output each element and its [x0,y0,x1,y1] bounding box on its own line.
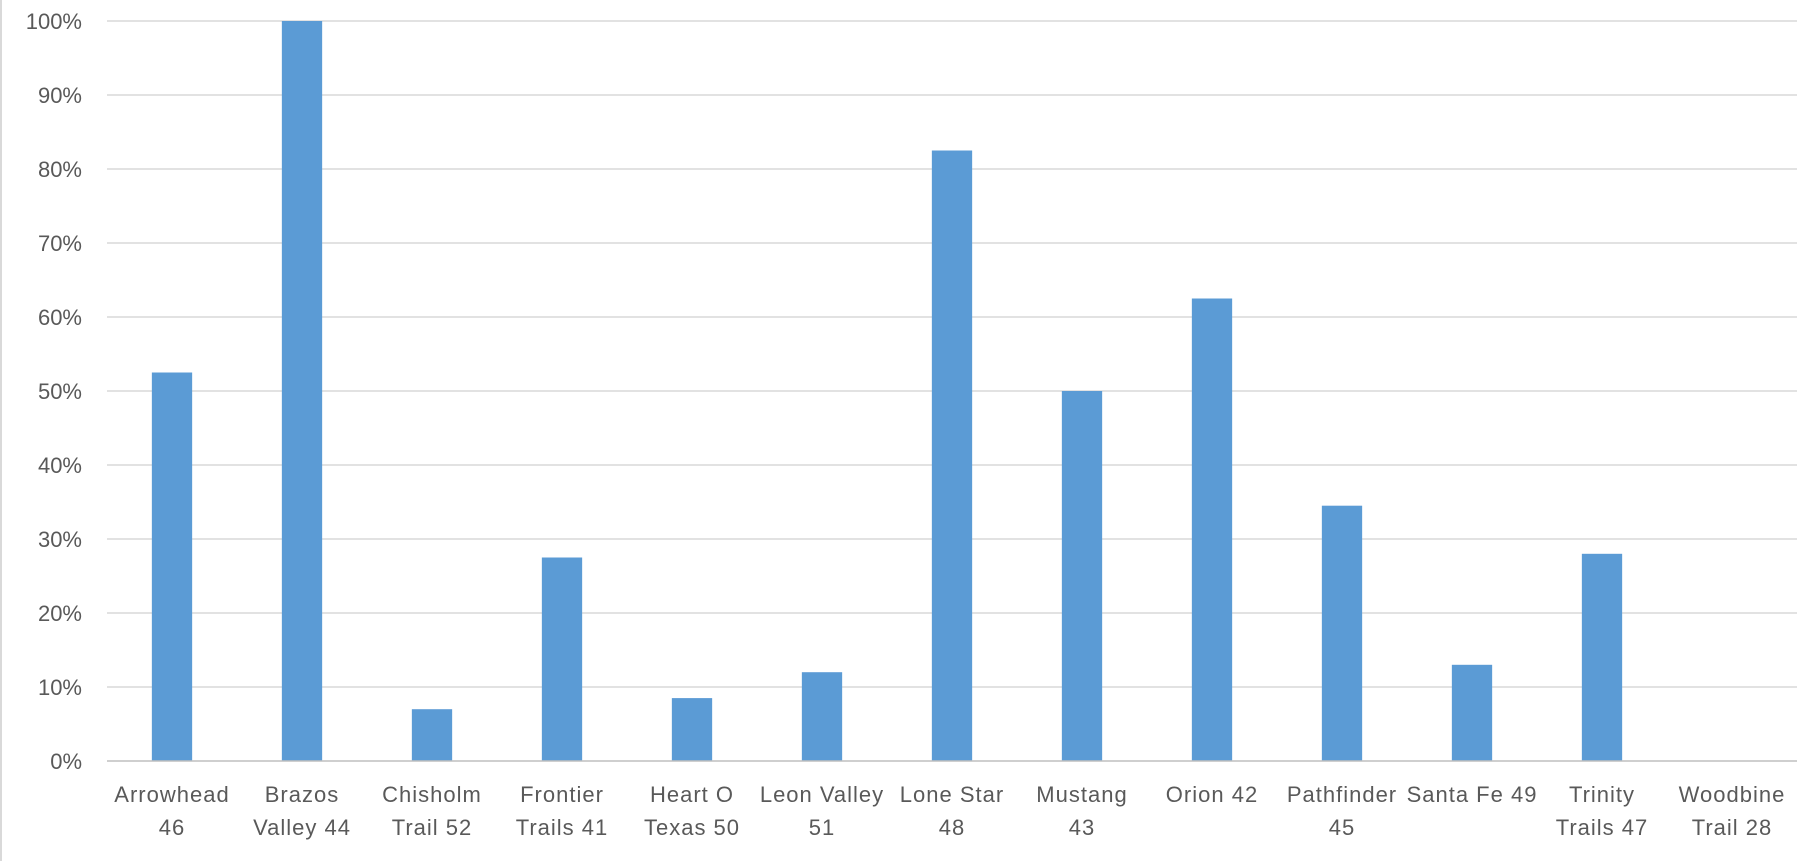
y-axis-tick-labels: 0% 10% 20% 30% 40% 50% 60% 70% 80% 90% 100% [26,9,82,774]
x-tick-label: 46 [159,815,185,840]
x-tick-label: Heart O [650,782,734,807]
x-tick-label: Lone Star [900,782,1004,807]
bar [1451,664,1493,761]
bar [671,698,713,761]
x-tick-label: Pathfinder [1287,782,1397,807]
y-tick-label: 30% [38,527,82,552]
bar [151,372,193,761]
x-tick-label: Texas 50 [644,815,740,840]
x-tick-label: 43 [1069,815,1095,840]
x-tick-label: Trinity [1569,782,1635,807]
bar [541,557,583,761]
x-tick-label: Valley 44 [253,815,351,840]
x-tick-label: Chisholm [382,782,482,807]
x-tick-label: Woodbine [1679,782,1786,807]
bar [1581,553,1623,761]
bar [411,709,453,761]
y-tick-label: 80% [38,157,82,182]
x-tick-label: Santa Fe 49 [1407,782,1538,807]
x-tick-label: 48 [939,815,965,840]
bar [281,21,323,761]
y-tick-label: 70% [38,231,82,256]
bar [1321,505,1363,761]
x-axis-tick-labels: Arrowhead 46 Brazos Valley 44 Chisholm Trail … [114,782,1786,840]
x-tick-label: Mustang [1036,782,1127,807]
bar [1191,298,1233,761]
y-tick-label: 40% [38,453,82,478]
x-tick-label: 45 [1329,815,1355,840]
x-tick-label: 51 [809,815,835,840]
x-tick-label: Trails 41 [516,815,609,840]
x-tick-label: Leon Valley [760,782,884,807]
x-tick-label: Trail 52 [392,815,473,840]
x-tick-label: Brazos [265,782,339,807]
bar [931,150,973,761]
y-tick-label: 60% [38,305,82,330]
x-tick-label: Arrowhead [114,782,229,807]
y-tick-label: 90% [38,83,82,108]
x-tick-label: Frontier [520,782,604,807]
x-tick-label: Orion 42 [1166,782,1258,807]
x-tick-label: Trails 47 [1556,815,1649,840]
y-tick-label: 0% [50,749,82,774]
bars [151,21,1623,761]
bar [1061,391,1103,761]
y-tick-label: 20% [38,601,82,626]
y-tick-label: 10% [38,675,82,700]
y-tick-label: 50% [38,379,82,404]
y-tick-label: 100% [26,9,82,34]
bar [801,672,843,761]
x-tick-label: Trail 28 [1692,815,1773,840]
